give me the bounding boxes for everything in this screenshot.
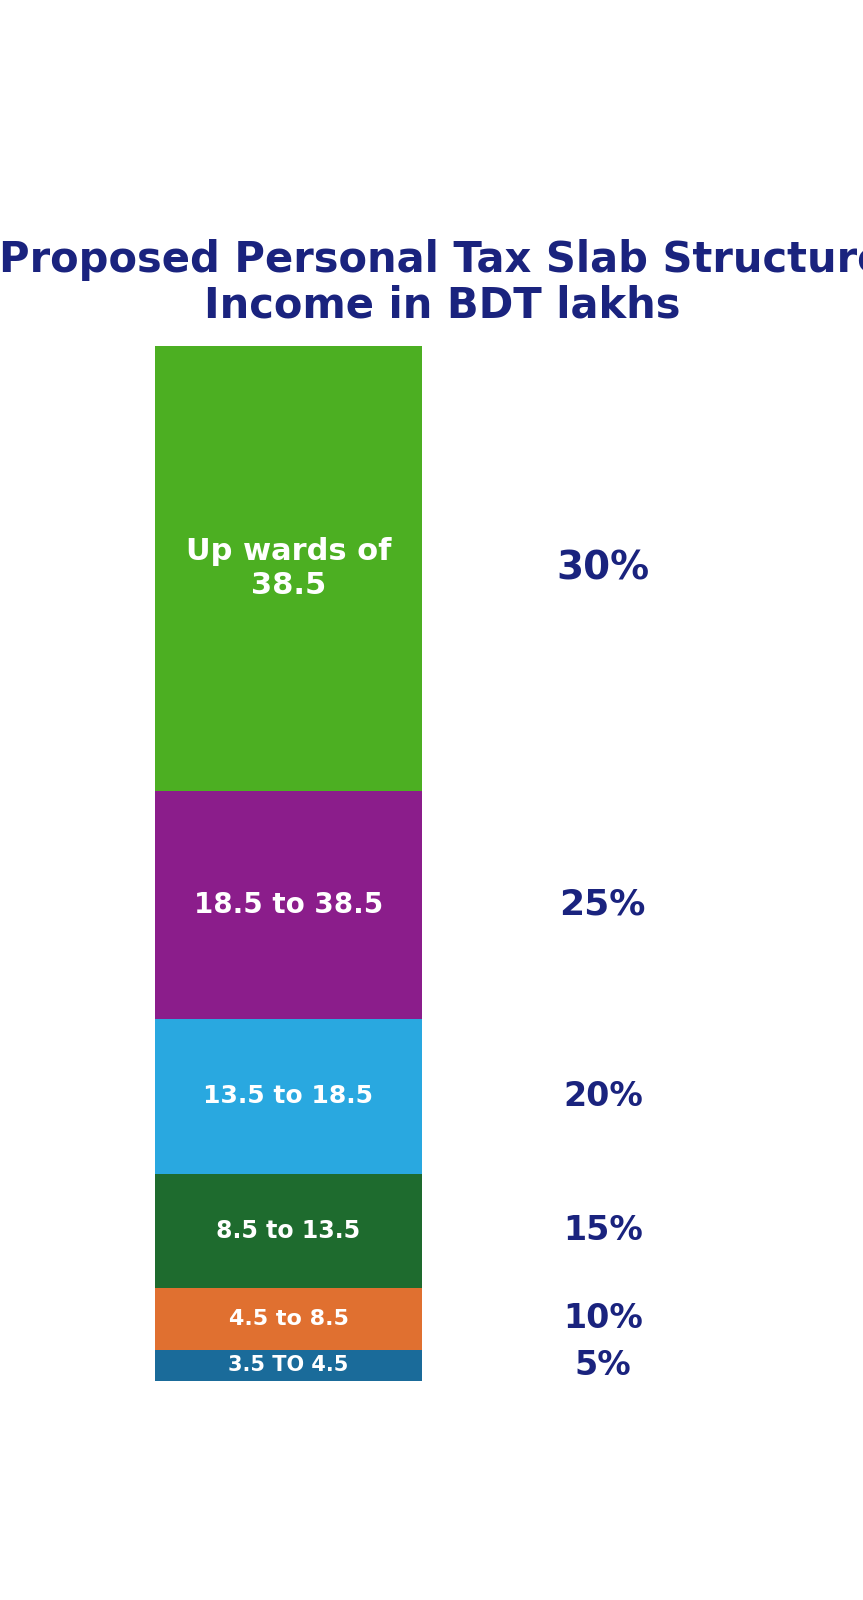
Text: 30%: 30%: [557, 549, 649, 587]
Text: 4.5 to 8.5: 4.5 to 8.5: [229, 1309, 349, 1328]
Text: Proposed Personal Tax Slab Structure: Proposed Personal Tax Slab Structure: [0, 238, 863, 282]
Text: Up wards of
38.5: Up wards of 38.5: [186, 538, 391, 600]
FancyBboxPatch shape: [154, 346, 422, 790]
Text: Income in BDT lakhs: Income in BDT lakhs: [204, 285, 681, 326]
FancyBboxPatch shape: [154, 1288, 422, 1350]
Text: 18.5 to 38.5: 18.5 to 38.5: [194, 891, 383, 918]
Text: 15%: 15%: [563, 1214, 643, 1248]
FancyBboxPatch shape: [154, 1350, 422, 1381]
FancyBboxPatch shape: [154, 1174, 422, 1288]
Text: 3.5 TO 4.5: 3.5 TO 4.5: [229, 1355, 349, 1376]
Text: 10%: 10%: [563, 1302, 643, 1336]
Text: 20%: 20%: [563, 1080, 643, 1112]
Text: 25%: 25%: [559, 888, 646, 922]
Text: 8.5 to 13.5: 8.5 to 13.5: [217, 1219, 361, 1243]
Text: 5%: 5%: [575, 1349, 631, 1382]
FancyBboxPatch shape: [154, 1019, 422, 1174]
Text: 13.5 to 18.5: 13.5 to 18.5: [204, 1085, 374, 1109]
FancyBboxPatch shape: [154, 790, 422, 1019]
